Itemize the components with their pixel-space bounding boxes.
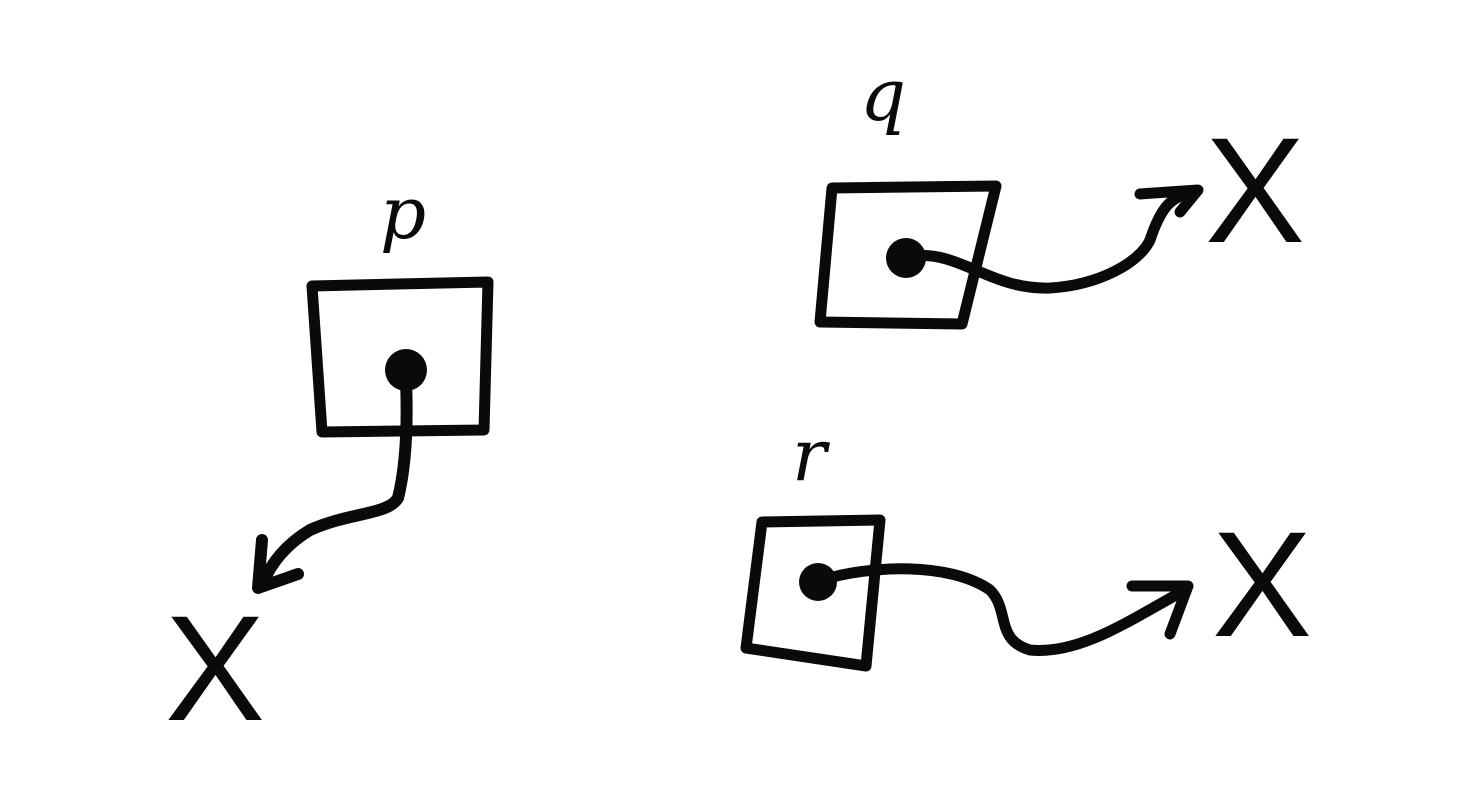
pointer-p-label: p: [380, 171, 426, 255]
pointer-p-arrowhead: [252, 534, 304, 594]
pointer-q-label: q: [860, 53, 906, 137]
pointer-q-dot: [886, 238, 926, 278]
pointer-p-target: X: [165, 584, 265, 752]
pointer-r-arrowhead: [1126, 580, 1194, 640]
pointer-p-arrow: [256, 374, 413, 591]
pointer-q-arrowhead: [1134, 184, 1204, 218]
pointer-r: r X: [740, 413, 1312, 672]
pointer-p-dot: [385, 349, 427, 391]
pointer-r-box: [740, 514, 886, 672]
pointer-p: p X: [165, 171, 494, 752]
pointer-p-box: [306, 276, 494, 438]
pointer-q-box: [814, 180, 1002, 330]
pointer-r-label: r: [792, 413, 830, 497]
pointer-q: q X: [814, 53, 1305, 330]
pointer-q-arrow: [906, 186, 1201, 294]
pointer-r-arrow: [816, 563, 1191, 656]
pointer-q-target: X: [1205, 106, 1305, 274]
pointer-r-target: X: [1212, 500, 1312, 668]
